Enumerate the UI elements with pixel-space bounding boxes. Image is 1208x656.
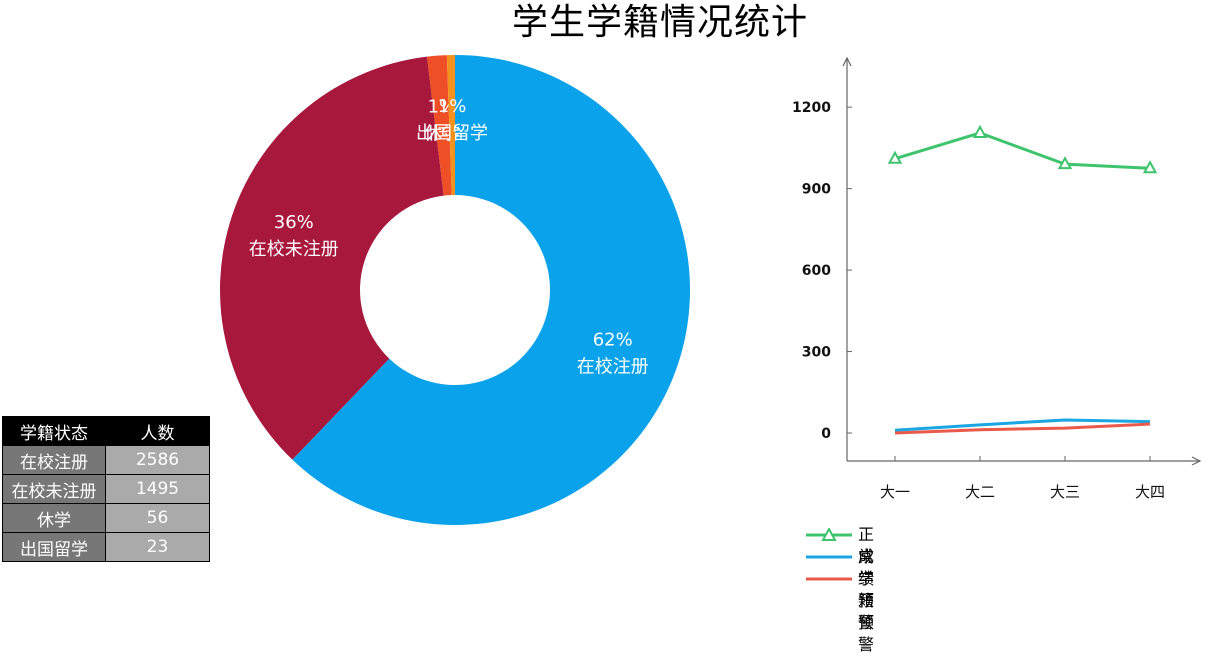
table-row: 休学 56: [2, 503, 210, 533]
page-title: 学生学籍情况统计: [511, 2, 808, 43]
y-tick-label: 300: [802, 345, 831, 361]
slice-name-label: 在校注册: [577, 356, 649, 377]
slice-percent-label: 36%: [274, 212, 314, 233]
x-tick-label: 大一: [880, 483, 910, 501]
donut-slice: [220, 56, 444, 460]
table-row: 在校未注册 1495: [2, 474, 210, 504]
donut-slice: [427, 55, 452, 196]
table-header-status: 学籍状态: [2, 416, 106, 446]
slice-percent-label: 62%: [593, 329, 633, 350]
y-tick-label: 0: [821, 426, 831, 442]
x-axis-arrow: [1191, 456, 1202, 466]
x-tick-label: 大二: [965, 483, 995, 501]
table-cell-status: 休学: [2, 503, 106, 533]
line-chart: 0 300 600 900 1200 大一 大二 大三 大四: [792, 56, 1202, 501]
table-header-count: 人数: [105, 416, 210, 446]
y-tick-label: 600: [802, 263, 831, 279]
series-line: [894, 422, 1151, 435]
table-cell-count: 56: [105, 503, 210, 533]
legend-label: 正常: [858, 525, 875, 566]
table-cell-status: 在校注册: [2, 445, 106, 475]
table-row: 出国留学 23: [2, 532, 210, 562]
donut-slice: [292, 55, 691, 525]
table-header-row: 学籍状态 人数: [2, 416, 210, 446]
series-point: [1142, 160, 1158, 174]
slice-name-label: 在校未注册: [249, 239, 339, 260]
donut-slice: [446, 55, 455, 196]
table-cell-count: 1495: [105, 474, 210, 504]
y-tick-label: 1200: [792, 100, 831, 116]
series-point: [1057, 156, 1073, 170]
legend-swatch-normal: [806, 528, 852, 541]
legend-swatch-grade-warning: [806, 555, 852, 559]
legend-label: 学籍预警: [858, 569, 875, 654]
legend-swatch-status-warning: [806, 577, 852, 581]
slice-name-label: 出国留学: [416, 123, 488, 144]
table-cell-status: 在校未注册: [2, 474, 106, 504]
series-point: [887, 150, 903, 164]
table-cell-status: 出国留学: [2, 532, 106, 562]
table-cell-count: 23: [105, 532, 210, 562]
series-point: [972, 124, 988, 138]
status-table: 学籍状态 人数 在校注册 2586 在校未注册 1495 休学 56 出国留学 …: [2, 416, 210, 562]
y-tick-label: 900: [802, 182, 831, 198]
series-line: [894, 131, 1151, 170]
table-cell-count: 2586: [105, 445, 210, 475]
y-axis-arrow: [842, 56, 852, 67]
x-tick-label: 大四: [1135, 483, 1165, 501]
series-line: [894, 418, 1151, 432]
table-row: 在校注册 2586: [2, 445, 210, 475]
slice-percent-label: 1%: [438, 96, 467, 117]
x-tick-label: 大三: [1050, 483, 1080, 501]
